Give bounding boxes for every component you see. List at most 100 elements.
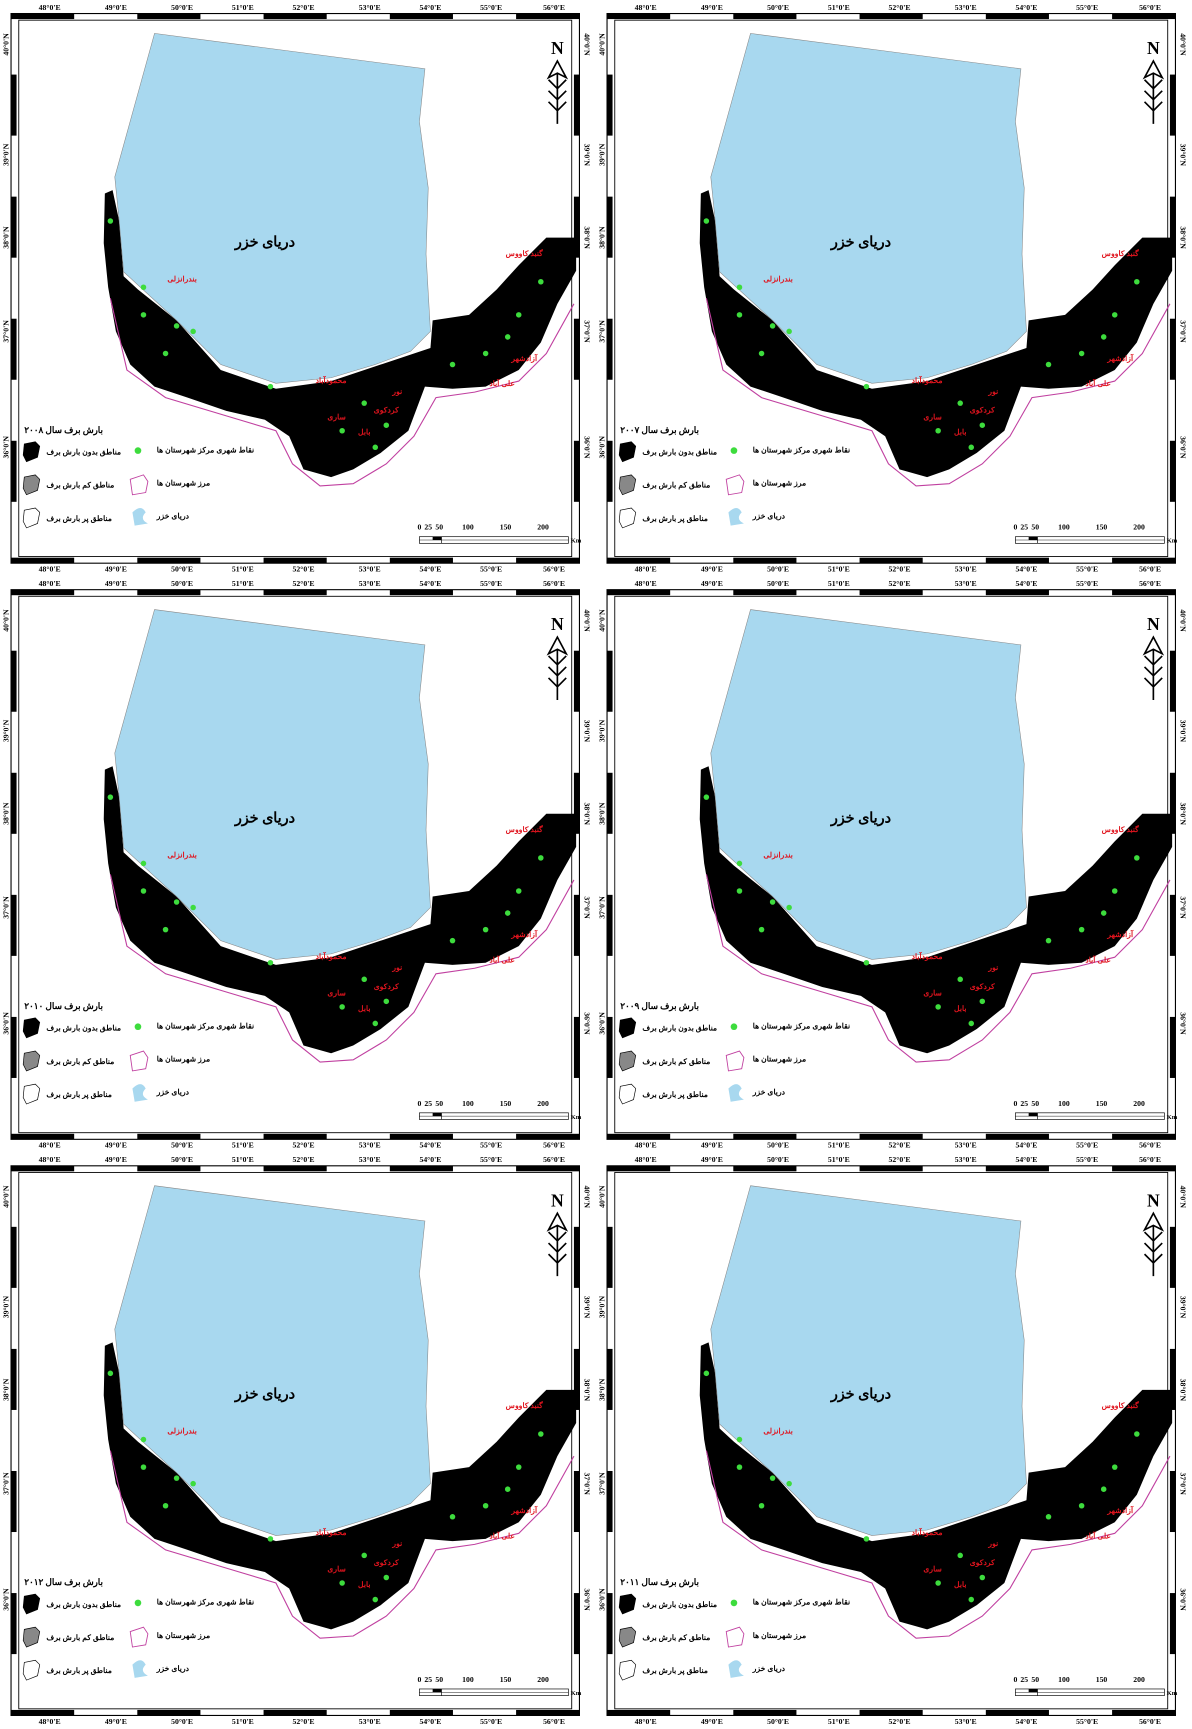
legend-label: نقاط شهری مرکز شهرستان ها: [753, 1022, 850, 1032]
legend-label: مناطق بدون بارش برف: [642, 1600, 717, 1610]
city-label: بندرانزلی: [167, 1427, 197, 1437]
lat-label: 38°0'N: [1, 1378, 10, 1401]
city-point: [736, 860, 743, 867]
city-point: [339, 1580, 345, 1586]
legend-label: مناطق پر بارش برف: [642, 1666, 708, 1676]
legend-label: مناطق پر بارش برف: [46, 1666, 112, 1676]
lon-label: 52°0'E: [889, 565, 911, 574]
city-point: [190, 328, 196, 335]
scale-label: 100: [462, 523, 474, 532]
legend-icon: [618, 1083, 637, 1105]
lon-label: 52°0'E: [889, 1155, 911, 1164]
lon-label: 49°0'E: [105, 565, 127, 574]
lat-label: 39°0'N: [1178, 1296, 1187, 1319]
city-point: [140, 284, 147, 291]
frame-bar: [573, 1470, 580, 1533]
legend-label: نقاط شهری مرکز شهرستان ها: [157, 1598, 254, 1608]
city-point: [769, 323, 776, 329]
city-point: [361, 400, 367, 406]
lat-label: 36°0'N: [1, 1012, 10, 1035]
city-label: علی آباد: [1085, 1529, 1111, 1540]
city-point: [1134, 1431, 1140, 1437]
city-point: [786, 904, 792, 911]
lat-label: 36°0'N: [1, 1588, 10, 1611]
scale-label: 0: [1013, 523, 1017, 532]
city-point: [703, 794, 710, 800]
city-point: [1100, 910, 1107, 916]
scale-bar: [1028, 536, 1038, 541]
frame-bar: [607, 440, 613, 502]
city-point: [190, 904, 196, 911]
lat-label: 36°0'N: [1178, 436, 1187, 459]
city-point: [1078, 350, 1085, 357]
lon-label: 49°0'E: [701, 1155, 723, 1164]
legend-title: بارش برف سال ۲۰۱۱: [620, 1577, 699, 1588]
lat-label: 38°0'N: [1, 226, 10, 249]
lat-label: 37°0'N: [582, 896, 591, 919]
legend-label: دریای خزر: [156, 1088, 190, 1098]
lon-label: 49°0'E: [701, 579, 723, 588]
lon-label: 54°0'E: [419, 1717, 441, 1726]
city-point: [482, 350, 489, 357]
frame-bar: [516, 557, 580, 564]
city-label: ساری: [327, 1565, 346, 1575]
city-point: [1100, 334, 1107, 340]
frame-bar: [733, 1165, 797, 1172]
legend-label: مرز شهرستان ها: [157, 1631, 211, 1641]
legend-icon: [134, 1599, 142, 1607]
frame-bar: [11, 589, 75, 596]
map-inner-frame: [18, 1171, 573, 1710]
city-label: محمودآباد: [316, 1526, 347, 1538]
city-point: [935, 1580, 941, 1586]
lon-label: 56°0'E: [1139, 579, 1161, 588]
lat-label: 40°0'N: [1178, 609, 1187, 632]
lat-label: 39°0'N: [1178, 144, 1187, 167]
lon-label: 55°0'E: [1076, 3, 1098, 12]
city-label: بندرانزلی: [763, 274, 793, 284]
north-label: N: [1147, 614, 1160, 634]
scale-label: 50: [435, 1099, 443, 1108]
legend-label: دریای خزر: [156, 1664, 190, 1674]
city-point: [786, 1480, 792, 1487]
scale-label: 200: [1133, 523, 1145, 532]
legend-icon: [129, 1050, 149, 1072]
lon-label: 55°0'E: [1076, 1141, 1098, 1150]
lat-label: 39°0'N: [597, 143, 606, 166]
lat-label: 39°0'N: [597, 719, 606, 742]
lon-label: 48°0'E: [635, 1717, 657, 1726]
legend-icon: [134, 447, 142, 454]
city-point: [1078, 926, 1085, 933]
frame-bar: [607, 196, 613, 258]
scale-label: 150: [1096, 1675, 1108, 1684]
lat-label: 39°0'N: [582, 720, 591, 743]
north-arrow: [546, 59, 569, 124]
lat-label: 36°0'N: [597, 1588, 606, 1611]
frame-bar: [573, 772, 580, 834]
frame-bar: [859, 13, 923, 20]
lon-label: 53°0'E: [359, 1141, 381, 1150]
city-point: [957, 976, 963, 983]
frame-bar: [11, 894, 17, 956]
frame-bar: [1169, 894, 1176, 956]
lon-label: 55°0'E: [480, 3, 502, 12]
lat-label: 39°0'N: [582, 1296, 591, 1319]
scale-label: 0: [417, 1099, 421, 1108]
scale-label: 0: [1013, 1099, 1017, 1108]
city-label: بابل: [358, 428, 371, 437]
scale-label: 150: [1096, 1099, 1108, 1108]
lon-label: 51°0'E: [828, 1717, 850, 1726]
legend-label: مرز شهرستان ها: [753, 1055, 807, 1065]
scale-label: 0: [417, 1675, 421, 1684]
frame-bar: [1112, 13, 1176, 20]
city-point: [769, 899, 776, 905]
legend-icon: [129, 474, 149, 496]
city-label: کردکوی: [970, 982, 995, 992]
city-point: [1111, 1464, 1118, 1470]
frame-bar: [263, 1709, 327, 1716]
land: [103, 1342, 577, 1630]
city-label: آزادشهر: [510, 1504, 538, 1516]
legend-label: مناطق پر بارش برف: [46, 1090, 112, 1100]
scale-label: 25: [424, 523, 432, 532]
lat-label: 40°0'N: [597, 1185, 606, 1208]
lon-label: 53°0'E: [359, 565, 381, 574]
